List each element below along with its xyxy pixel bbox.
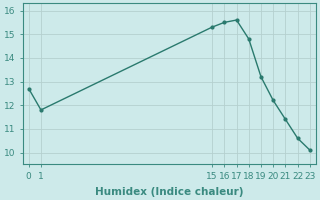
X-axis label: Humidex (Indice chaleur): Humidex (Indice chaleur) <box>95 187 244 197</box>
